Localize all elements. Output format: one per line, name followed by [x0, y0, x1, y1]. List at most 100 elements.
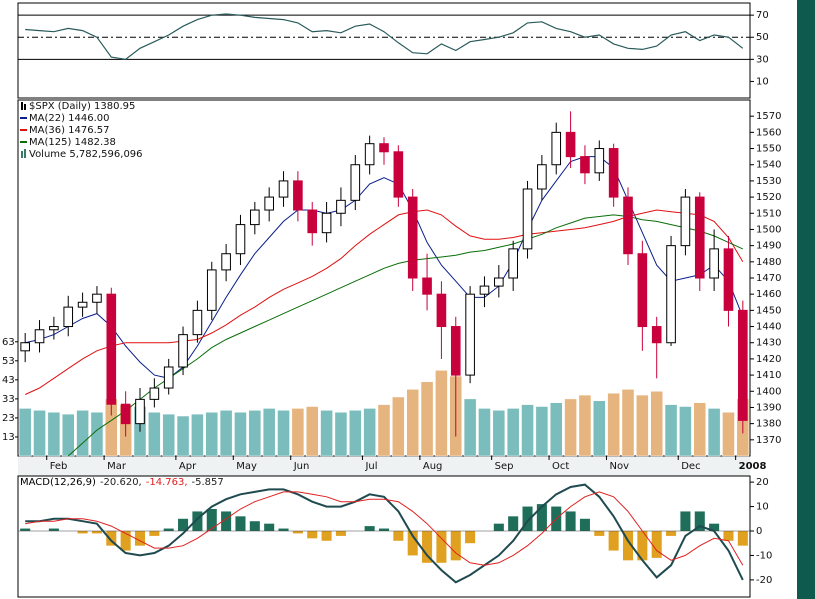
histogram-bar	[709, 523, 720, 531]
histogram-bar	[407, 531, 418, 556]
x-tick-label: May	[236, 461, 257, 472]
x-tick-label: 2008	[739, 461, 767, 472]
candle-body	[336, 199, 346, 214]
histogram-bar	[48, 528, 59, 531]
y-tick-label: 1370	[756, 435, 781, 446]
histogram-bar	[723, 531, 734, 541]
y-tick-label: 1530	[756, 176, 781, 187]
histogram-bar	[450, 531, 461, 561]
histogram-bar	[536, 504, 547, 531]
candle-body	[149, 387, 160, 400]
y2-tick-label: 53	[2, 356, 15, 367]
candle-body	[393, 151, 404, 198]
y-tick-label: -20	[756, 575, 772, 586]
x-tick-label: Jul	[364, 461, 377, 472]
y-tick-label: 10	[756, 76, 769, 87]
histogram-bar	[522, 506, 533, 531]
histogram-bar	[106, 531, 117, 546]
candle-body	[92, 293, 102, 303]
histogram-bar	[422, 531, 433, 563]
histogram-bar	[378, 528, 390, 531]
legend-title: MACD(12,26,9)	[20, 477, 96, 488]
x-tick-label: Sep	[495, 461, 514, 472]
y-tick-label: 20	[756, 477, 769, 488]
y-tick-label: 1470	[756, 273, 781, 284]
volume-bar	[693, 402, 707, 457]
legend: MACD(12,26,9) -20.620, -14.763, -5.857	[20, 477, 224, 488]
signal-line	[25, 491, 744, 566]
legend-entry: -5.857	[192, 477, 224, 488]
y-tick-label: 1570	[756, 111, 781, 122]
candle-body	[364, 143, 375, 166]
histogram-bar	[292, 531, 303, 534]
histogram-bar	[149, 531, 160, 536]
histogram-bar	[737, 531, 748, 546]
y-tick-label: 1460	[756, 289, 781, 300]
x-tick-label: Dec	[681, 461, 700, 472]
candle-body	[307, 209, 318, 234]
volume-bar	[377, 404, 391, 457]
legend-entry: Volume 5,782,596,096	[29, 149, 143, 160]
candle-body	[422, 277, 432, 295]
volume-bar	[406, 389, 419, 457]
histogram-bar	[565, 511, 576, 531]
volume-bar	[262, 408, 276, 457]
candle-body	[407, 196, 418, 279]
candle-body	[350, 164, 361, 201]
candle-body	[106, 293, 117, 405]
volume-bar	[621, 389, 635, 457]
y-tick-label: 1560	[756, 127, 781, 138]
volume-bar	[392, 396, 405, 457]
candle-body	[508, 248, 518, 279]
legend-entry: $SPX (Daily) 1380.95	[29, 101, 135, 112]
volume-bar	[564, 398, 577, 457]
volume-bar	[248, 410, 262, 457]
histogram-bar	[192, 511, 203, 531]
volume-bar	[305, 406, 319, 457]
volume-bar	[90, 411, 104, 457]
x-tick-label: Nov	[609, 461, 629, 472]
y-tick-label: 1500	[756, 224, 781, 235]
volume-bar	[578, 394, 592, 457]
candle-body	[479, 285, 490, 295]
y2-tick-label: 43	[2, 375, 15, 386]
volume-bar	[363, 408, 376, 457]
y-tick-label: 1490	[756, 241, 781, 252]
y-tick-label: 1540	[756, 160, 781, 171]
candle-body	[379, 143, 389, 153]
volume-bar	[707, 408, 721, 457]
volume-bar	[549, 402, 563, 457]
candle-body	[163, 366, 174, 389]
candle-body	[235, 224, 246, 255]
y2-tick-label: 63	[2, 337, 15, 348]
volume-bar	[593, 400, 606, 457]
volume-bar	[636, 394, 649, 457]
legend-icon	[24, 149, 26, 158]
candle-body	[192, 309, 203, 336]
candle-body	[436, 293, 447, 328]
histogram-bar	[651, 531, 662, 558]
volume-bar	[435, 370, 448, 457]
y-tick-label: 0	[756, 526, 762, 537]
volume-bar	[191, 413, 204, 457]
volume-bar	[664, 404, 678, 457]
legend-entry: MA(125) 1482.38	[29, 137, 116, 148]
candle-body	[221, 253, 231, 271]
y-tick-label: 1550	[756, 144, 781, 155]
histogram-bar	[134, 531, 146, 546]
histogram-bar	[206, 509, 217, 531]
candle-body	[709, 248, 719, 279]
volume-bar	[478, 408, 491, 457]
candle-body	[666, 245, 676, 344]
macd-line	[25, 483, 744, 584]
volume-bar	[722, 411, 735, 457]
histogram-bar	[120, 531, 131, 551]
histogram-bar	[622, 531, 634, 561]
x-tick-label: Mar	[107, 461, 127, 472]
y-tick-label: 1400	[756, 386, 781, 397]
side-strip	[797, 0, 815, 599]
candle-body	[49, 326, 59, 331]
x-tick-label: Aug	[423, 461, 443, 472]
volume-bar	[291, 408, 305, 457]
